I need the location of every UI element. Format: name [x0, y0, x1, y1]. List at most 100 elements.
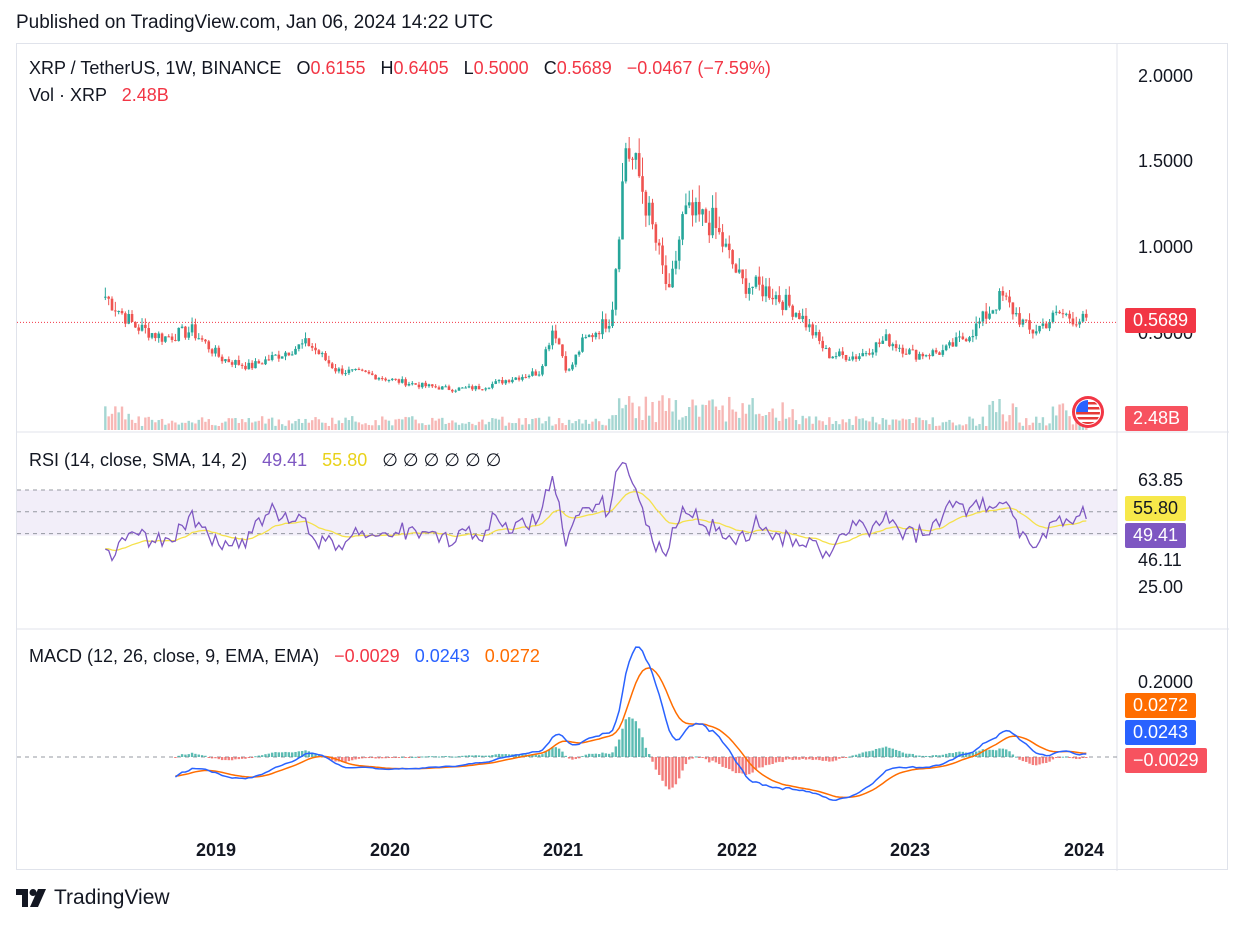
candle-body — [727, 243, 731, 251]
candle-body — [394, 378, 397, 380]
volume-bar — [377, 425, 381, 430]
macd-histogram-bar — [270, 752, 274, 757]
candle-body — [287, 352, 291, 356]
volume-bar — [978, 424, 981, 430]
macd-histogram-bar — [1021, 757, 1025, 762]
rsi-placeholders: ∅ ∅ ∅ ∅ ∅ ∅ — [382, 450, 502, 470]
candle-body — [1038, 325, 1041, 332]
candle-body — [437, 387, 441, 390]
volume-bar — [1004, 421, 1008, 430]
macd-histogram-bar — [791, 757, 794, 761]
macd-histogram-bar — [407, 757, 411, 758]
candle-body — [150, 333, 154, 338]
candle-body — [314, 347, 317, 351]
macd-histogram-bar — [290, 752, 294, 757]
macd-histogram-bar — [858, 753, 861, 757]
volume-bar — [584, 419, 587, 430]
candle-body — [360, 369, 364, 371]
candle-body — [1004, 295, 1008, 297]
candle-body — [324, 353, 327, 361]
x-tick-label: 2019 — [196, 840, 237, 860]
macd-histogram-bar — [914, 755, 918, 757]
candle-body — [367, 371, 371, 374]
published-caption: Published on TradingView.com, Jan 06, 20… — [16, 12, 494, 33]
symbol-label[interactable]: XRP / TetherUS, 1W, BINANCE — [29, 58, 282, 78]
candle-body — [504, 380, 508, 384]
volume-bar — [204, 421, 207, 430]
candle-body — [1018, 313, 1021, 325]
volume-label[interactable]: Vol · XRP — [29, 85, 107, 105]
volume-bar — [804, 418, 808, 430]
macd-histogram-bar — [571, 757, 574, 760]
volume-bar — [250, 422, 254, 430]
volume-bar — [357, 422, 361, 430]
candle-body — [527, 375, 531, 378]
close-label: C — [543, 58, 557, 78]
volume-bar — [497, 419, 501, 430]
us-flag-icon[interactable] — [1071, 395, 1105, 429]
macd-histogram-bar — [351, 757, 354, 761]
macd-histogram-bar — [798, 757, 801, 760]
macd-label[interactable]: MACD (12, 26, close, 9, EMA, EMA) — [29, 646, 320, 666]
volume-bar — [931, 417, 934, 430]
candle-body — [497, 380, 501, 382]
candle-body — [424, 382, 427, 387]
chart-frame[interactable]: XRP / TetherUS, 1W, BINANCE O0.6155 H0.6… — [16, 43, 1229, 871]
candle-body — [854, 356, 858, 360]
volume-bar — [884, 419, 888, 430]
macd-histogram-bar — [381, 757, 384, 759]
volume-bar — [678, 419, 681, 430]
macd-histogram-bar — [1061, 756, 1065, 758]
volume-bar — [741, 403, 744, 430]
candle-body — [1081, 313, 1085, 322]
macd-histogram-bar — [477, 755, 481, 757]
macd-histogram-bar — [484, 755, 487, 757]
volume-bar — [487, 421, 491, 430]
volume-bar — [531, 418, 534, 430]
candle-body — [297, 344, 301, 349]
volume-bar — [321, 422, 324, 430]
macd-histogram-bar — [908, 753, 911, 757]
macd-histogram-bar — [938, 755, 941, 757]
macd-histogram-bar — [247, 757, 251, 758]
candle-body — [317, 350, 321, 355]
rsi-label[interactable]: RSI (14, close, SMA, 14, 2) — [29, 450, 248, 470]
volume-bar — [814, 416, 818, 430]
candle-body — [134, 322, 137, 328]
macd-histogram-bar — [404, 757, 407, 758]
rsi-value: 49.41 — [262, 450, 308, 470]
rsi-legend: RSI (14, close, SMA, 14, 2) 49.41 55.80 … — [29, 450, 501, 471]
volume-bar — [110, 413, 114, 430]
macd-histogram-bar — [424, 756, 427, 758]
footer-brand[interactable]: TradingView — [16, 886, 170, 910]
macd-histogram-bar — [1025, 757, 1028, 762]
volume-bar — [721, 405, 724, 430]
volume-bar — [654, 422, 658, 430]
macd-histogram-bar — [898, 750, 901, 757]
rsi-tick-label: 63.85 — [1138, 470, 1184, 490]
volume-bar — [240, 419, 244, 430]
volume-bar — [964, 424, 968, 430]
volume-bar — [157, 420, 160, 430]
candle-body — [467, 386, 471, 388]
candle-body — [144, 324, 147, 329]
macd-histogram-bar — [434, 756, 437, 758]
candle-body — [254, 361, 257, 369]
volume-bar — [404, 416, 407, 430]
macd-histogram-bar — [184, 754, 187, 757]
volume-bar — [801, 415, 804, 430]
candle-body — [784, 294, 788, 310]
macd-signal-tag: 0.0272 — [1125, 693, 1197, 718]
candle-body — [511, 379, 514, 383]
volume-bar — [294, 421, 297, 430]
macd-histogram-bar — [988, 749, 991, 757]
macd-histogram-bar — [451, 756, 454, 758]
candle-body — [444, 386, 447, 388]
candle-body — [184, 326, 187, 338]
macd-histogram-bar — [601, 752, 604, 757]
candle-body — [541, 365, 544, 375]
macd-histogram-bar — [357, 757, 361, 759]
volume-bar — [998, 399, 1001, 430]
chart-canvas[interactable] — [17, 44, 1229, 871]
volume-bar — [1028, 425, 1031, 430]
